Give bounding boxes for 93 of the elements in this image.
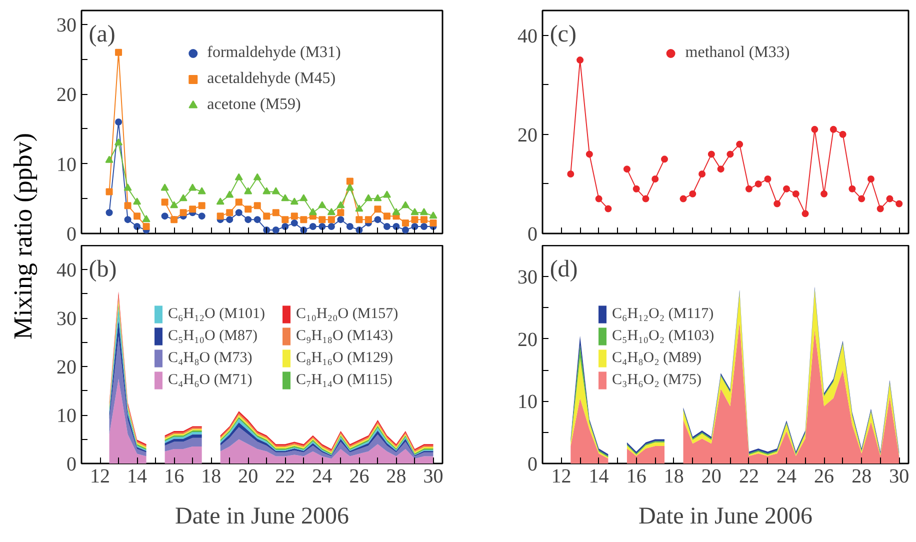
x-tick-label: 22 <box>738 466 759 488</box>
x-tick-label: 16 <box>164 466 184 488</box>
point <box>745 185 752 192</box>
x-tick-label: 20 <box>701 466 722 488</box>
point <box>726 150 734 158</box>
point <box>604 205 612 212</box>
x-tick-label: 12 <box>551 466 572 488</box>
y-tick-label: 20 <box>518 328 538 351</box>
point <box>680 195 687 202</box>
y-tick-label: 30 <box>56 308 76 330</box>
point <box>689 190 696 198</box>
point <box>783 185 790 192</box>
point <box>774 200 781 208</box>
x-tick-label: 28 <box>386 466 406 488</box>
point <box>736 140 744 148</box>
x-tick-label: 28 <box>852 466 872 488</box>
y-tick-label: 0 <box>66 224 76 246</box>
legend-label: C₃H₆O₂ (M75) <box>612 370 702 390</box>
annotation: (b) <box>88 256 117 282</box>
point <box>820 190 828 198</box>
point <box>848 185 856 192</box>
y-tick-label: 40 <box>518 25 538 48</box>
x-tick-label: 26 <box>349 466 370 488</box>
legend-label: formaldehyde (M31) <box>207 43 341 63</box>
legend-label: C₆H₁₂O (M101) <box>168 304 265 324</box>
point <box>811 126 818 133</box>
legend-label: acetaldehyde (M45) <box>207 69 336 89</box>
x-tick-label: 14 <box>127 466 148 488</box>
legend-label: C₅H₁₀O (M87) <box>168 326 258 346</box>
y-tick-label: 0 <box>528 224 538 246</box>
point <box>661 156 668 163</box>
x-tick-label: 30 <box>423 466 444 488</box>
legend-label: C₇H₁₄O (M115) <box>296 370 392 390</box>
x-axis-title: Date in June 2006 <box>638 504 812 530</box>
legend-label: C₁₀H₂₀O (M157) <box>296 304 398 324</box>
x-tick-label: 18 <box>201 466 222 488</box>
legend-label: C₄H₆O (M71) <box>168 370 252 390</box>
x-tick-label: 12 <box>90 466 110 488</box>
annotation: (d) <box>550 256 578 282</box>
legend-label: C₉H₁₈O (M143) <box>296 326 393 346</box>
point <box>839 130 846 138</box>
x-tick-label: 16 <box>626 466 646 488</box>
point <box>652 175 659 182</box>
point <box>867 175 874 182</box>
y-tick-label: 0 <box>66 454 76 476</box>
point <box>708 150 715 158</box>
y-tick-label: 30 <box>518 266 538 289</box>
legend-label: C₄H₈O (M73) <box>168 348 252 368</box>
point <box>698 170 706 178</box>
legend-label: C₅H₁₀O₂ (M103) <box>612 326 714 346</box>
point <box>623 166 630 173</box>
y-tick-label: 20 <box>56 84 76 106</box>
point <box>586 150 593 158</box>
x-tick-label: 20 <box>238 466 258 488</box>
y-tick-label: 0 <box>528 454 538 476</box>
point <box>830 126 837 133</box>
y-tick-label: 10 <box>56 405 76 428</box>
y-tick-label: 20 <box>56 356 76 379</box>
point <box>792 190 800 198</box>
x-tick-label: 24 <box>312 466 332 488</box>
y-tick-label: 20 <box>518 124 538 146</box>
y-tick-label: 10 <box>518 391 538 414</box>
legend-label: methanol (M33) <box>685 43 790 63</box>
point <box>754 180 762 188</box>
point <box>858 195 866 202</box>
point <box>764 175 772 182</box>
legend-label: C₄H₈O₂ (M89) <box>612 348 702 368</box>
point <box>642 195 650 202</box>
point <box>717 166 724 173</box>
legend-label: C₆H₁₂O₂ (M117) <box>612 304 714 324</box>
x-tick-label: 18 <box>664 466 684 488</box>
point <box>595 195 602 202</box>
point <box>576 56 584 64</box>
point <box>896 200 903 208</box>
x-tick-label: 22 <box>275 466 296 488</box>
point <box>632 185 640 192</box>
annotation: (c) <box>550 22 576 48</box>
legend-label: C₈H₁₆O (M129) <box>296 348 393 368</box>
x-axis-title: Date in June 2006 <box>175 504 349 530</box>
x-tick-label: 30 <box>889 466 910 488</box>
y-tick-label: 40 <box>56 260 76 282</box>
y-axis-title: Mixing ratio (ppbv) <box>8 133 38 340</box>
annotation: (a) <box>88 22 116 48</box>
point <box>876 205 884 212</box>
point <box>802 210 809 218</box>
y-tick-label: 30 <box>56 14 76 36</box>
y-tick-label: 10 <box>56 154 76 176</box>
x-tick-label: 26 <box>814 466 834 488</box>
point <box>886 195 894 202</box>
point <box>567 170 574 178</box>
x-tick-label: 14 <box>588 466 609 488</box>
x-tick-label: 24 <box>776 466 796 488</box>
legend-label: acetone (M59) <box>207 95 301 115</box>
